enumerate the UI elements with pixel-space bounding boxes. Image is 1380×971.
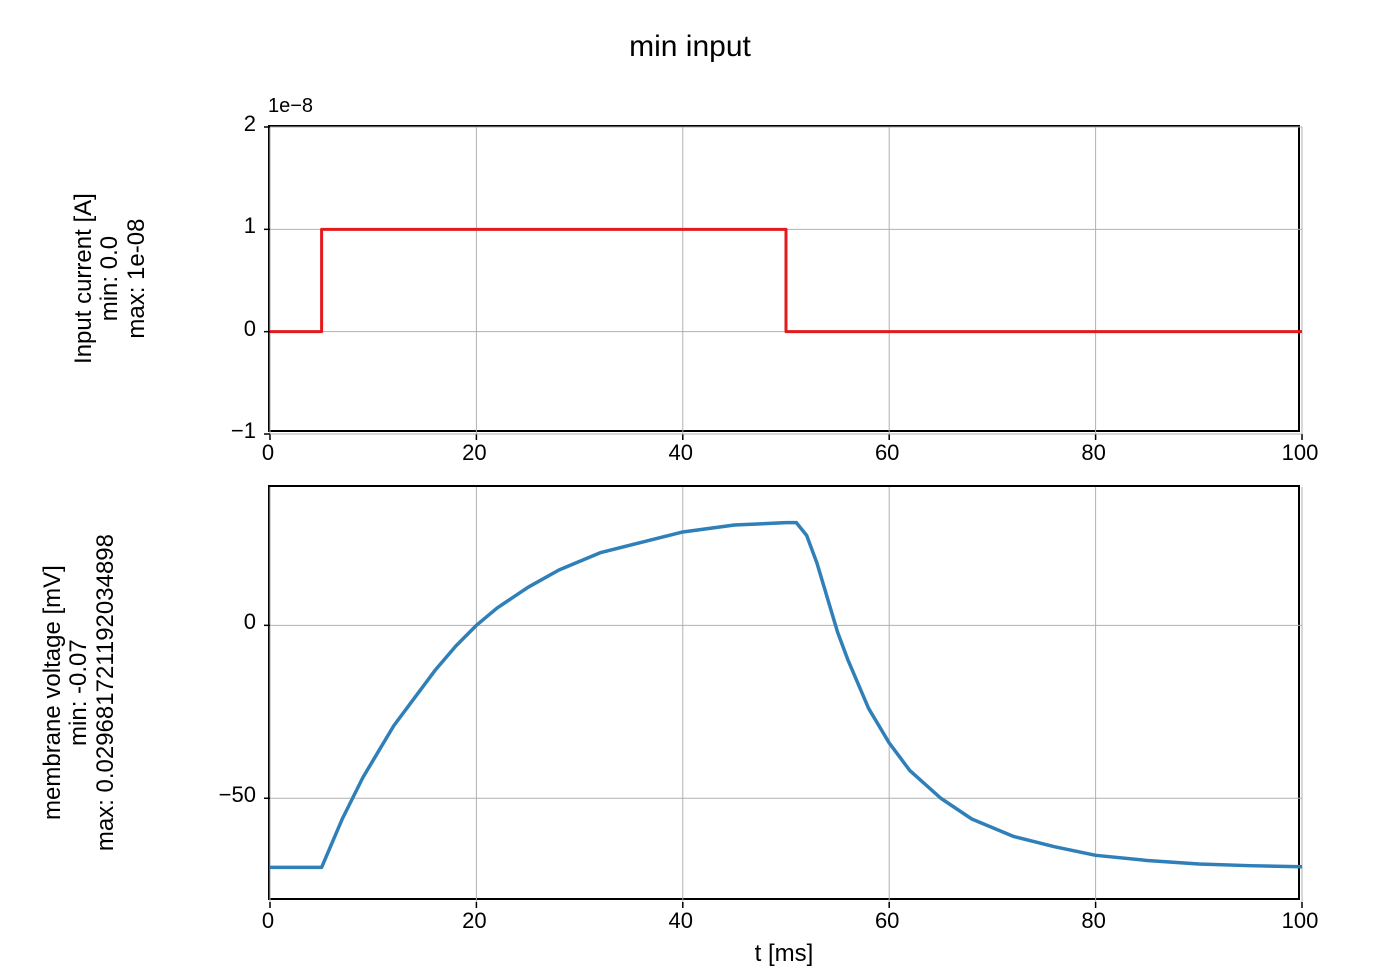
bottom-ylabel-min: min: -0.07 [67, 534, 93, 851]
xtick-label: 60 [857, 908, 917, 934]
bottom-ylabel-main: membrane voltage [mV] [40, 534, 66, 851]
ytick-label: 1 [176, 213, 256, 239]
bottom-plot-area [268, 485, 1300, 900]
top-ylabel-main: Input current [A] [70, 193, 96, 364]
xtick-label: 20 [444, 908, 504, 934]
xtick-label: 0 [238, 908, 298, 934]
ytick-label: 2 [176, 111, 256, 137]
xtick-label: 40 [651, 908, 711, 934]
figure: min input 1e−8 Input current [A] min: 0.… [0, 0, 1380, 971]
ytick-label: 0 [176, 609, 256, 635]
bottom-ylabel-max: max: 0.029681721192034898 [93, 534, 119, 851]
top-ylabel-group: Input current [A] min: 0.0 max: 1e-08 [35, 125, 185, 432]
ytick-label: 0 [176, 316, 256, 342]
bottom-ylabel: membrane voltage [mV] min: -0.07 max: 0.… [40, 534, 119, 851]
bottom-ylabel-group: membrane voltage [mV] min: -0.07 max: 0.… [0, 485, 195, 900]
ytick-label: −1 [176, 418, 256, 444]
top-plot-area [268, 125, 1300, 432]
top-ylabel-max: max: 1e-08 [123, 193, 149, 364]
xtick-label: 80 [1064, 908, 1124, 934]
top-ylabel: Input current [A] min: 0.0 max: 1e-08 [70, 193, 149, 364]
xtick-label: 100 [1270, 908, 1330, 934]
xtick-label: 80 [1064, 440, 1124, 466]
xtick-label: 40 [651, 440, 711, 466]
xtick-label: 20 [444, 440, 504, 466]
ytick-label: −50 [176, 782, 256, 808]
top-chart-svg [270, 127, 1302, 434]
x-axis-label: t [ms] [268, 940, 1300, 968]
xtick-label: 60 [857, 440, 917, 466]
top-offset-text: 1e−8 [268, 95, 313, 118]
figure-title: min input [0, 30, 1380, 64]
top-ylabel-min: min: 0.0 [97, 193, 123, 364]
xtick-label: 100 [1270, 440, 1330, 466]
bottom-chart-svg [270, 487, 1302, 902]
